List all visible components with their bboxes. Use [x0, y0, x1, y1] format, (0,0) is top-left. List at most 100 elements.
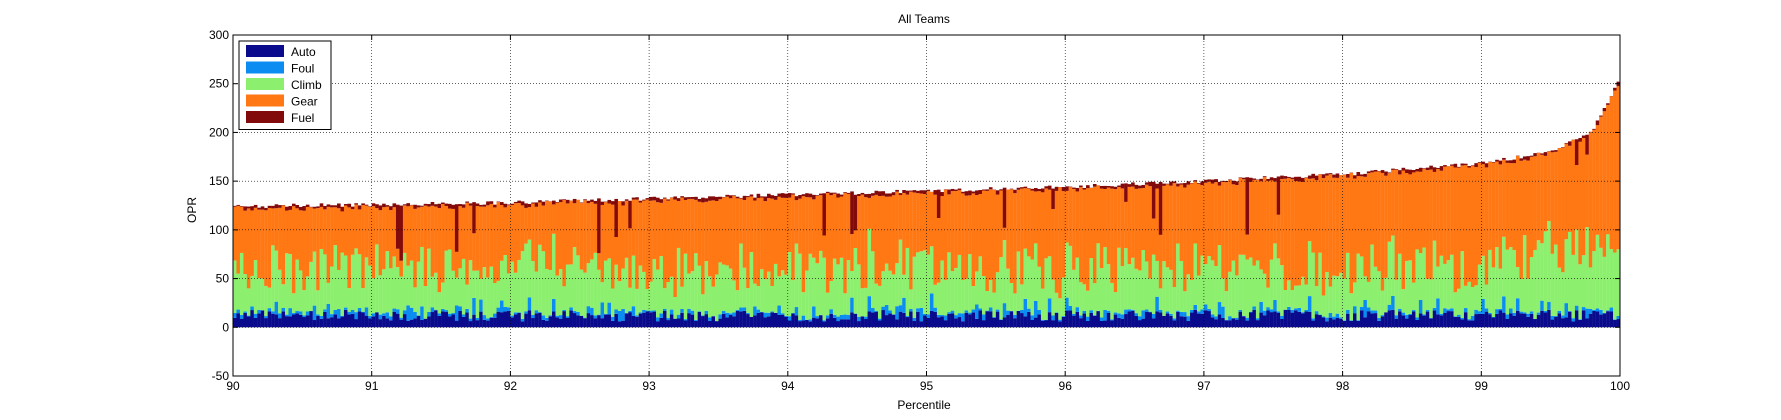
bar-segment-climb — [330, 266, 334, 315]
bar-segment-gear — [253, 207, 258, 261]
bar-segment-fuel — [1359, 174, 1364, 177]
bar-segment-foul — [1030, 315, 1035, 320]
bar-segment-foul — [1554, 315, 1558, 317]
bar-segment-foul — [486, 318, 490, 321]
bar-segment-gear — [676, 201, 681, 248]
bar-segment-auto — [572, 313, 577, 328]
bar-segment-auto — [753, 315, 757, 328]
bar-segment-foul — [1134, 313, 1139, 316]
bar-segment-climb — [493, 283, 497, 314]
bar-segment-fuel — [416, 205, 421, 208]
bar-segment-fuel — [749, 194, 754, 197]
bar-segment-gear — [912, 192, 917, 257]
bar-segment-gear — [444, 205, 449, 251]
bar-segment-auto — [548, 316, 553, 328]
bar-segment-climb — [260, 278, 265, 311]
bar-segment-fuel — [302, 206, 306, 211]
bar-segment-gear — [434, 206, 438, 273]
bar-segment-gear — [1238, 178, 1243, 255]
bar-segment-auto — [409, 319, 414, 328]
bar-segment-foul — [909, 308, 913, 312]
bar-segment-foul — [1287, 306, 1291, 310]
bar-segment-foul — [357, 308, 362, 312]
bar-segment-auto — [832, 317, 837, 328]
bar-segment-gear — [1144, 184, 1149, 262]
bar-segment-fuel — [1099, 185, 1104, 189]
bar-segment-gear — [534, 206, 539, 272]
bar-segment-auto — [843, 319, 847, 328]
bar-segment-climb — [475, 270, 480, 318]
bar-segment-auto — [1384, 312, 1388, 328]
bar-segment-foul — [389, 316, 393, 321]
bar-segment-foul — [558, 315, 563, 319]
bar-segment-foul — [1609, 307, 1614, 312]
bar-segment-climb — [1294, 285, 1298, 309]
bar-segment-foul — [829, 309, 834, 314]
bar-segment-fuel — [1138, 185, 1142, 189]
bar-segment-auto — [496, 311, 501, 328]
bar-segment-auto — [1217, 314, 1222, 328]
bar-segment-auto — [652, 311, 657, 328]
bar-segment-gear — [1387, 173, 1392, 242]
bar-segment-climb — [434, 272, 438, 310]
bar-segment-climb — [1311, 252, 1316, 319]
bar-segment-auto — [489, 317, 494, 328]
bar-segment-gear — [832, 193, 837, 259]
bar-segment-foul — [493, 313, 497, 318]
bar-segment-gear — [420, 206, 424, 248]
bar-segment-auto — [1013, 318, 1017, 328]
bar-segment-gear — [798, 198, 802, 254]
bar-segment-climb — [1124, 248, 1128, 310]
bar-segment-auto — [326, 318, 331, 328]
bar-segment-climb — [555, 275, 560, 316]
bar-segment-climb — [1006, 268, 1010, 311]
bar-segment-gear — [333, 207, 338, 246]
bar-segment-climb — [1300, 276, 1305, 313]
y-tick-label: -50 — [212, 369, 230, 383]
bar-segment-foul — [458, 306, 463, 311]
bar-segment-fuel — [1248, 177, 1253, 182]
bar-segment-gear — [552, 204, 556, 234]
bar-segment-auto — [576, 315, 580, 328]
bar-segment-fuel — [770, 195, 775, 199]
bar-segment-fuel — [1394, 169, 1399, 170]
bar-segment-climb — [676, 247, 681, 315]
bar-segment-gear — [604, 202, 608, 261]
bar-segment-climb — [472, 270, 476, 298]
bar-segment-foul — [402, 310, 407, 315]
bar-segment-auto — [1269, 312, 1274, 328]
bar-segment-auto — [812, 317, 816, 328]
bar-segment-gear — [385, 206, 390, 252]
bar-segment-foul — [1488, 312, 1492, 315]
bar-segment-fuel — [694, 196, 698, 200]
bar-segment-foul — [1290, 309, 1295, 313]
bar-segment-auto — [1616, 319, 1621, 328]
bar-segment-auto — [427, 316, 431, 328]
bar-segment-climb — [1488, 249, 1492, 313]
bar-segment-auto — [271, 313, 275, 328]
bar-segment-gear — [815, 195, 820, 264]
bar-segment-foul — [1092, 315, 1097, 316]
bar-segment-climb — [1318, 252, 1322, 315]
bar-segment-auto — [1481, 313, 1485, 328]
bar-segment-climb — [669, 276, 674, 310]
bar-segment-climb — [295, 259, 300, 312]
bar-segment-gear — [1377, 171, 1381, 272]
bar-segment-gear — [746, 197, 750, 289]
bar-segment-climb — [458, 268, 463, 307]
bar-segment-fuel — [871, 193, 875, 196]
bar-segment-fuel — [649, 196, 653, 201]
bar-segment-gear — [1481, 164, 1485, 256]
bar-segment-fuel — [586, 200, 591, 204]
bar-segment-foul — [1255, 318, 1260, 321]
bar-segment-foul — [1304, 309, 1309, 312]
bar-segment-foul — [1522, 312, 1527, 314]
bar-segment-auto — [579, 315, 584, 328]
y-tick-label: 50 — [216, 272, 230, 286]
bar-segment-auto — [246, 316, 251, 328]
bar-segment-gear — [1613, 90, 1617, 253]
bar-segment-fuel — [954, 189, 958, 191]
bar-segment-fuel — [832, 192, 837, 194]
bar-segment-foul — [801, 315, 806, 321]
bar-segment-foul — [600, 302, 605, 319]
